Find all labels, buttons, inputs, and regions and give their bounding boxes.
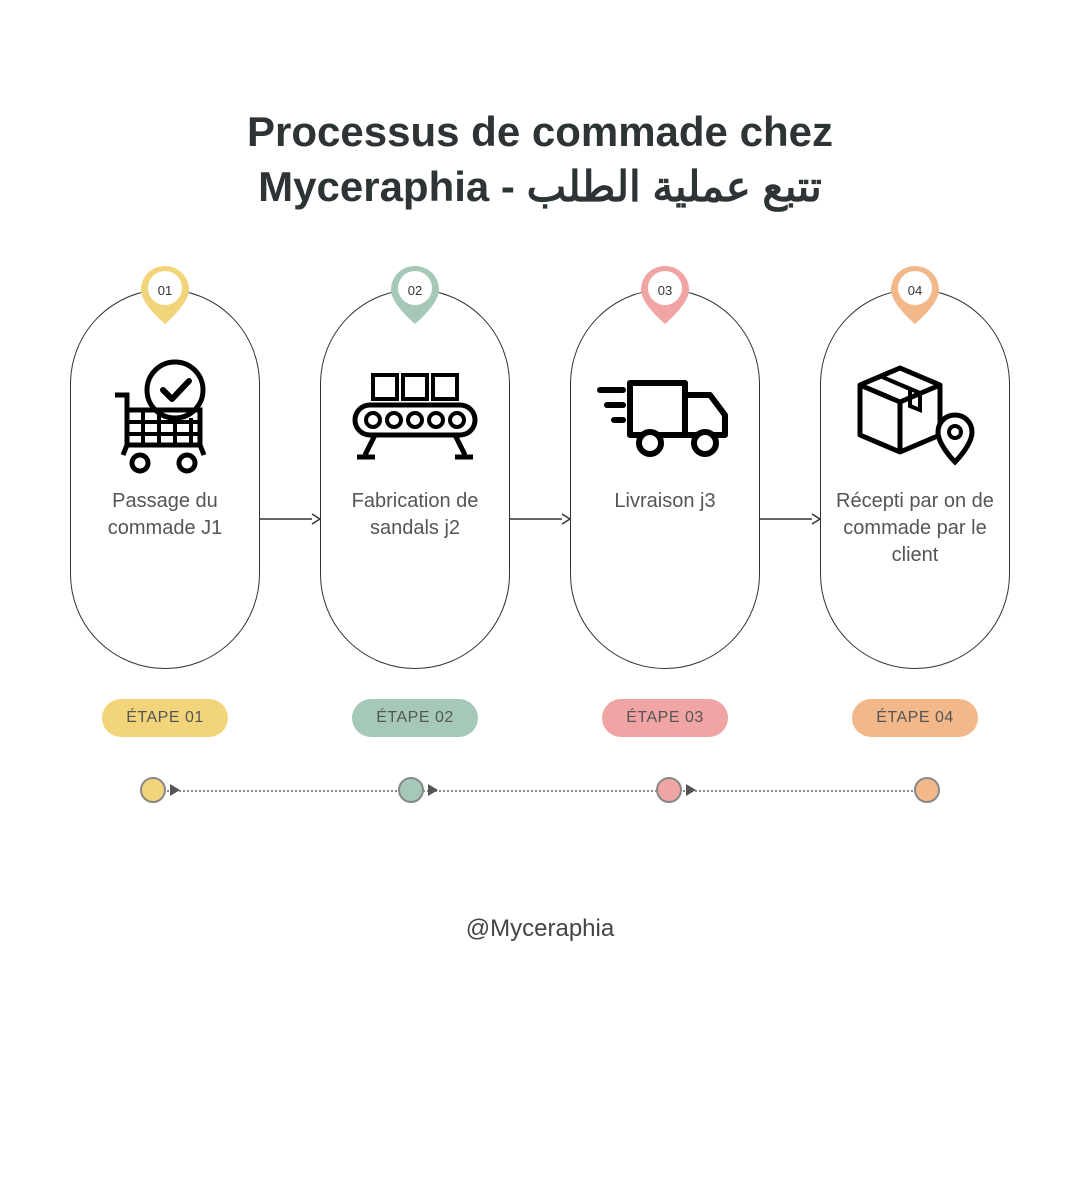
steps-row: 01 <box>0 289 1080 737</box>
stage-label-3: ÉTAPE 03 <box>602 699 728 737</box>
play-icon <box>686 784 696 796</box>
step-4: 04 Récepti par on de commade par le clie… <box>820 289 1010 737</box>
step-pill-1: 01 <box>70 289 260 669</box>
timeline-dot-4 <box>914 777 940 803</box>
step-1: 01 <box>70 289 260 737</box>
step-badge-4: 04 <box>891 266 939 326</box>
timeline-line <box>155 790 925 792</box>
stage-label-2: ÉTAPE 02 <box>352 699 478 737</box>
step-badge-2: 02 <box>391 266 439 326</box>
timeline-dot-2 <box>398 777 424 803</box>
truck-fast-icon <box>595 350 735 480</box>
step-badge-1: 01 <box>141 266 189 326</box>
step-3: 03 Livraison j3 ÉTAPE 03 <box>570 289 760 737</box>
badge-num-4: 04 <box>908 283 922 298</box>
timeline-dot-3 <box>656 777 682 803</box>
badge-num-3: 03 <box>658 283 672 298</box>
conveyor-icon <box>345 350 485 480</box>
badge-num-1: 01 <box>158 283 172 298</box>
step-caption-3: Livraison j3 <box>602 488 727 515</box>
step-2: 02 Fabrication de sanda <box>320 289 510 737</box>
arrow-1-2 <box>260 509 320 529</box>
play-icon <box>428 784 438 796</box>
page-title: Processus de commade chezMyceraphia - تت… <box>0 105 1080 214</box>
play-icon <box>170 784 180 796</box>
step-caption-2: Fabrication de sandals j2 <box>321 488 509 542</box>
footer-handle: @Myceraphia <box>0 915 1080 943</box>
step-pill-2: 02 Fabrication de sanda <box>320 289 510 669</box>
step-caption-1: Passage du commade J1 <box>71 488 259 542</box>
step-pill-3: 03 Livraison j3 <box>570 289 760 669</box>
arrow-2-3 <box>510 509 570 529</box>
stage-label-1: ÉTAPE 01 <box>102 699 228 737</box>
step-badge-3: 03 <box>641 266 689 326</box>
step-caption-4: Récepti par on de commade par le client <box>821 488 1009 569</box>
stage-label-4: ÉTAPE 04 <box>852 699 978 737</box>
step-pill-4: 04 Récepti par on de commade par le clie… <box>820 289 1010 669</box>
box-pin-icon <box>850 350 980 480</box>
timeline-dot-1 <box>140 777 166 803</box>
badge-num-2: 02 <box>408 283 422 298</box>
timeline <box>0 775 1080 805</box>
cart-check-icon <box>105 350 225 480</box>
arrow-3-4 <box>760 509 820 529</box>
